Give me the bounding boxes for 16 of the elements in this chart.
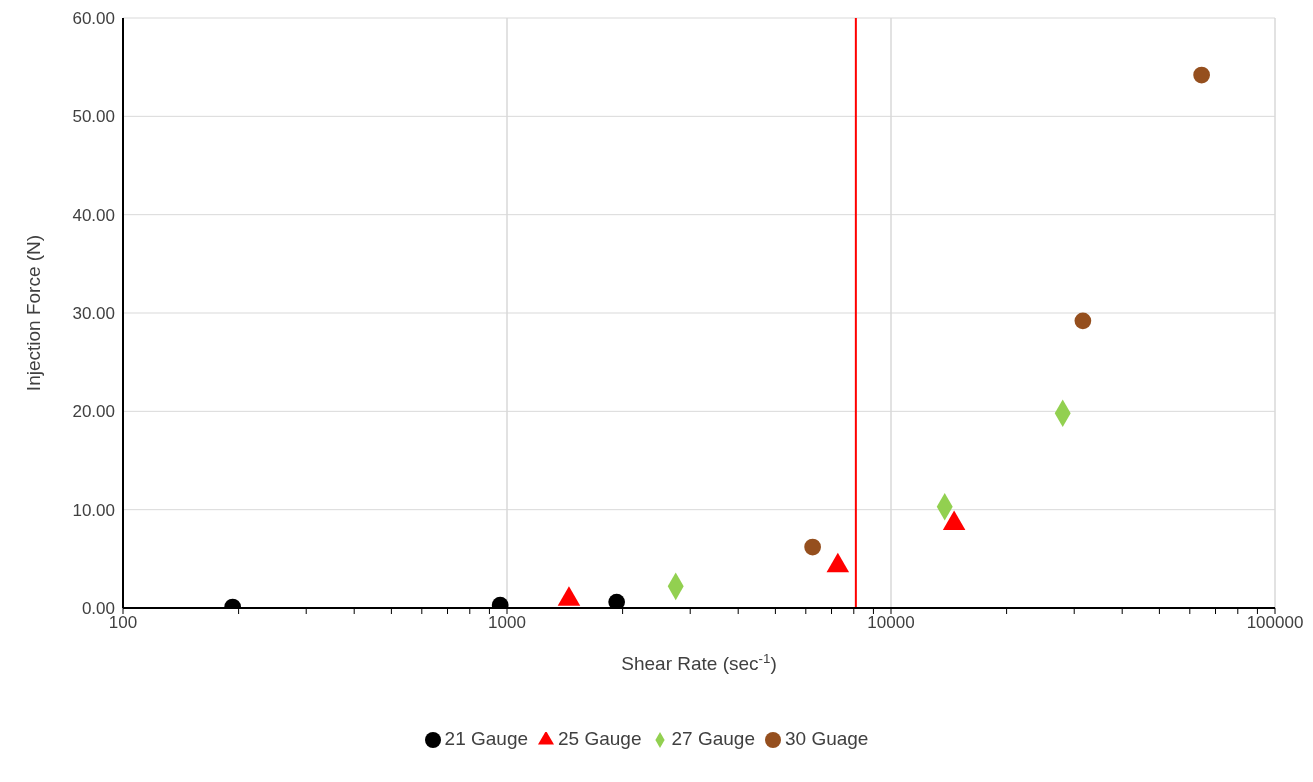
y-tick-label: 20.00 xyxy=(72,402,115,422)
y-axis-title: Injection Force (N) xyxy=(22,234,44,392)
legend-label: 25 Gauge xyxy=(558,728,642,749)
y-tick-label: 30.00 xyxy=(72,304,115,324)
x-axis-title: Shear Rate (sec$^{-1}$) xyxy=(621,650,777,674)
y-tick-label: 10.00 xyxy=(72,500,115,520)
legend-label: 27 Gauge xyxy=(671,728,755,749)
legend-label: 21 Gauge xyxy=(444,728,529,749)
y-tick-label: 40.00 xyxy=(72,205,115,225)
y-tick-label: 60.00 xyxy=(72,9,115,29)
x-tick-label: 10000 xyxy=(867,613,915,633)
legend-label: 30 Guage xyxy=(784,728,869,749)
x-tick-label: 100000 xyxy=(1246,613,1304,633)
y-tick-label: 50.00 xyxy=(72,107,115,127)
x-tick-label: 1000 xyxy=(488,613,526,633)
x-tick-label: 100 xyxy=(108,613,138,633)
